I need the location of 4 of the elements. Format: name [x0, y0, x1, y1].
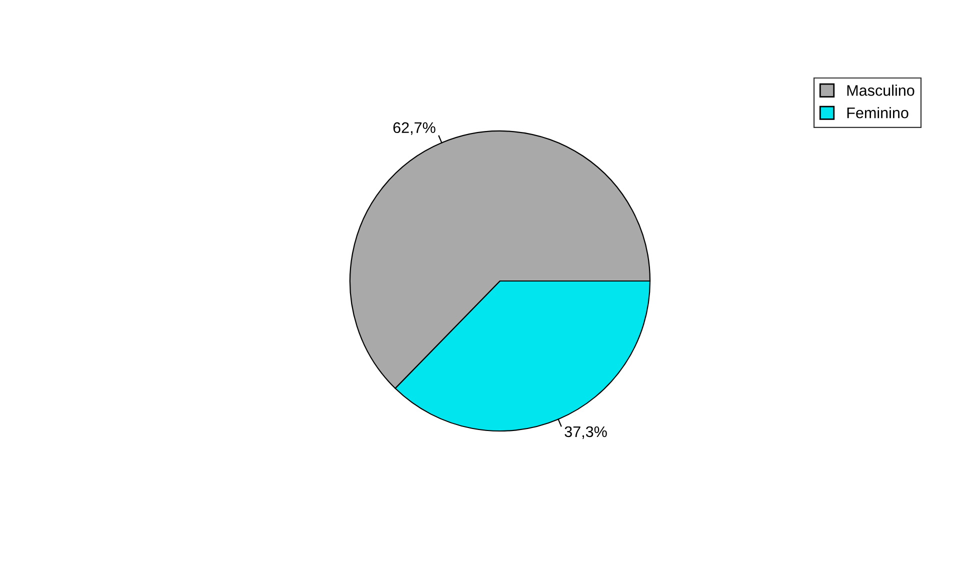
data-label: 37,3%: [564, 426, 607, 439]
data-label: 62,7%: [393, 122, 436, 135]
legend-label: Feminino: [847, 107, 908, 118]
legend-label: Masculino: [847, 84, 914, 96]
